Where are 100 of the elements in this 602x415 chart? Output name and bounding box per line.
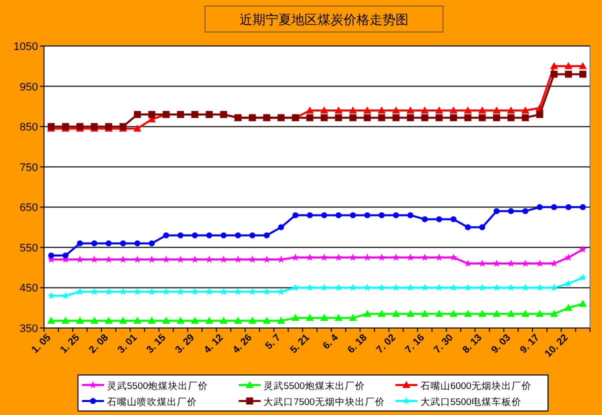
point	[76, 240, 83, 246]
point	[76, 316, 84, 324]
point	[536, 110, 544, 118]
point	[163, 232, 170, 238]
point	[536, 310, 544, 317]
point	[190, 316, 199, 324]
point	[205, 256, 214, 263]
point	[91, 240, 98, 246]
point	[134, 288, 142, 295]
point	[148, 240, 155, 246]
point	[506, 310, 515, 317]
point	[162, 288, 170, 295]
point	[349, 254, 357, 261]
point	[420, 254, 429, 261]
point	[450, 254, 458, 261]
point	[435, 310, 444, 317]
x-tick-label: 7. 16	[403, 332, 428, 356]
point	[90, 256, 98, 263]
x-tick-label: 2. 08	[87, 332, 112, 356]
x-tick-label: 5. 7	[264, 332, 284, 352]
point	[364, 114, 371, 122]
point	[565, 204, 572, 210]
point	[420, 284, 429, 291]
y-tick-label: 650	[20, 202, 38, 214]
point	[277, 316, 286, 324]
point	[450, 310, 458, 317]
point	[435, 254, 443, 261]
point	[564, 70, 572, 78]
point	[320, 314, 328, 321]
point	[90, 316, 98, 324]
point	[378, 284, 386, 291]
point	[206, 232, 212, 238]
point	[522, 260, 530, 267]
point	[120, 240, 126, 246]
point	[493, 114, 500, 122]
y-tick-label: 1050	[14, 41, 38, 53]
point	[522, 114, 529, 122]
x-tick-label: 3. 15	[144, 332, 169, 356]
point	[464, 224, 471, 230]
point	[133, 316, 142, 324]
point	[234, 316, 242, 324]
point	[478, 310, 486, 317]
point	[450, 216, 456, 222]
point	[348, 106, 357, 114]
point	[349, 284, 357, 291]
y-tick-label: 350	[20, 323, 38, 335]
point	[551, 204, 558, 210]
legend-label: 大武口5500电煤车板价	[420, 396, 522, 408]
point	[407, 212, 414, 218]
point	[104, 256, 112, 263]
y-tick-label: 750	[20, 162, 38, 174]
x-tick-label: 1. 05	[30, 332, 54, 356]
point	[435, 106, 444, 114]
point	[421, 114, 428, 122]
point	[334, 254, 342, 261]
point	[191, 256, 199, 263]
y-tick-label: 450	[20, 282, 38, 295]
x-tick-label: 9. 17	[518, 332, 542, 356]
x-tick-label: 9. 03	[490, 332, 514, 356]
point	[334, 284, 342, 291]
point	[506, 106, 515, 114]
point	[364, 212, 370, 218]
point	[335, 114, 342, 122]
point	[320, 106, 328, 114]
x-tick-label: 7. 02	[374, 332, 398, 356]
point	[162, 316, 170, 324]
point	[134, 240, 140, 246]
point	[550, 310, 558, 317]
point	[479, 224, 486, 230]
point	[320, 114, 328, 122]
point	[205, 288, 214, 295]
point	[464, 310, 472, 317]
point	[478, 284, 486, 291]
point	[119, 288, 127, 295]
point	[262, 256, 271, 263]
point	[106, 240, 112, 246]
point	[306, 114, 314, 122]
point	[492, 260, 500, 267]
point	[262, 316, 271, 324]
point	[76, 288, 84, 295]
point	[378, 254, 386, 261]
point	[76, 256, 84, 263]
point	[392, 106, 400, 114]
point	[478, 260, 486, 267]
point	[148, 256, 156, 263]
y-tick-label: 950	[20, 81, 38, 94]
point	[478, 114, 486, 122]
point	[464, 114, 472, 122]
x-tick-label: 4. 26	[230, 332, 255, 356]
point	[349, 114, 356, 122]
x-tick-label: 6. 18	[346, 332, 370, 356]
y-tick-label: 550	[20, 242, 38, 254]
point	[248, 256, 256, 263]
x-tick-label: 6. 4	[321, 332, 341, 352]
point	[336, 212, 342, 218]
point	[234, 288, 242, 295]
point	[220, 316, 228, 324]
point	[363, 284, 372, 291]
point	[363, 310, 372, 317]
point	[334, 106, 343, 114]
